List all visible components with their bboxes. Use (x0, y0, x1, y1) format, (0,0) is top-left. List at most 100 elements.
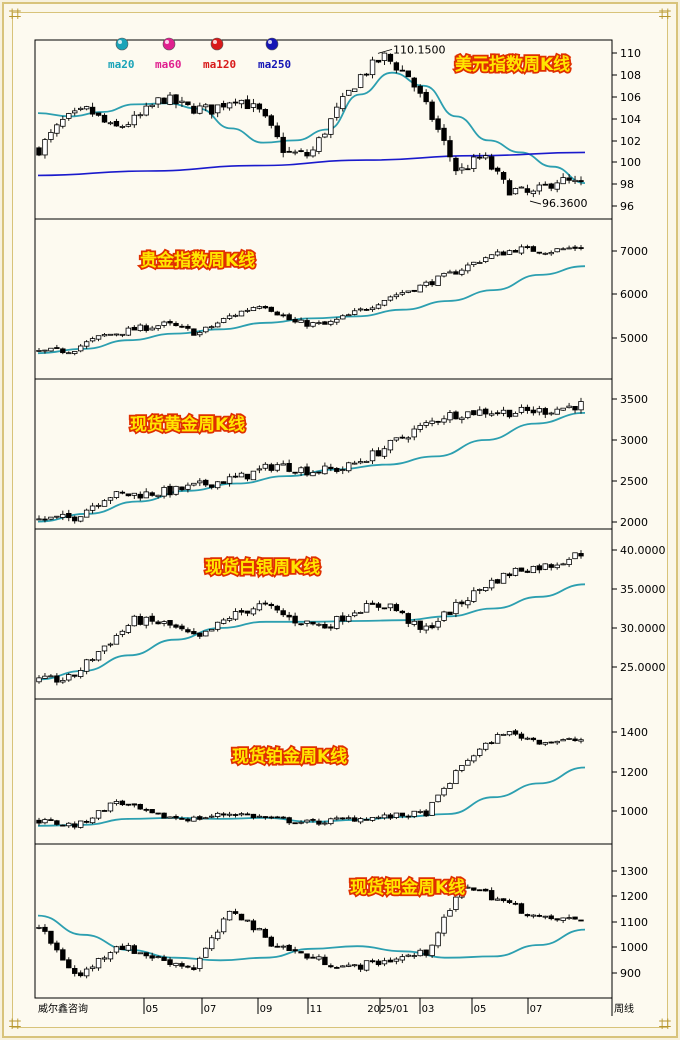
candle-body (125, 493, 132, 497)
candle-body (316, 137, 322, 152)
candle-body (310, 322, 316, 327)
candle-body (203, 817, 209, 820)
candle-body (304, 620, 310, 624)
candle-body (387, 439, 394, 451)
candle-body (262, 463, 269, 469)
candle-body (286, 314, 292, 321)
y-tick-label: 30.0000 (620, 622, 666, 635)
corner-ornament-tr: ⌗ (658, 2, 672, 27)
panel-title-5: 现货钯金周K线 (350, 877, 465, 898)
candle-body (393, 294, 400, 298)
candle-body (542, 252, 548, 255)
candle-body (542, 183, 548, 186)
candle-body (143, 325, 149, 331)
candle-body (238, 813, 245, 816)
candle-body (77, 820, 84, 828)
candle-body (298, 951, 304, 954)
candle-body (530, 190, 537, 195)
candle-body (131, 114, 137, 126)
candle-body (566, 247, 572, 250)
candle-body (417, 620, 423, 630)
annotation-leader (529, 200, 542, 205)
candle-body (340, 96, 346, 110)
candle-body (125, 124, 132, 127)
plot-frame (34, 39, 613, 999)
candle-body (209, 815, 215, 818)
candle-body (453, 896, 459, 910)
candle-body (423, 625, 429, 631)
candle-body (488, 156, 495, 170)
candle-body (411, 77, 417, 88)
candle-body (244, 99, 251, 110)
candle-body (203, 104, 209, 108)
candle-body (72, 516, 78, 522)
candle-body (566, 738, 572, 740)
candle-body (268, 464, 274, 471)
candle-body (483, 742, 489, 750)
candle-body (459, 886, 465, 898)
y-tick-label: 110 (620, 47, 641, 60)
candle-body (536, 565, 543, 571)
candle-body (405, 815, 411, 818)
candle-body (119, 491, 126, 494)
candle-body (77, 670, 84, 677)
candle-body (536, 915, 543, 917)
ma-line-ma20 (37, 71, 586, 184)
candle-body (524, 246, 531, 248)
candle-body (155, 325, 161, 329)
candle-body (137, 803, 143, 810)
candle-body (363, 960, 370, 971)
candle-body (471, 156, 477, 169)
candle-body (54, 820, 60, 825)
candle-body (280, 463, 286, 466)
candle-body (173, 815, 179, 819)
candle-body (197, 816, 203, 820)
candle-body (435, 932, 441, 947)
candle-body (536, 408, 543, 413)
candle-body (346, 616, 352, 622)
ma-line-ma20 (37, 766, 586, 827)
candle-body (54, 942, 60, 951)
candle-body (548, 252, 554, 255)
y-tick-label: 1300 (620, 865, 648, 878)
candle-body (185, 629, 191, 633)
candle-body (274, 945, 280, 948)
candle-body (107, 643, 114, 646)
candle-body (363, 818, 370, 821)
candle-body (209, 104, 215, 115)
candle-body (238, 99, 245, 105)
candle-body (572, 738, 578, 742)
candle-body (304, 152, 310, 157)
candle-body (554, 182, 560, 190)
candle-body (548, 564, 554, 568)
candle-body (346, 314, 352, 317)
candle-body (72, 968, 78, 974)
candle-body (179, 325, 185, 328)
candle-body (107, 497, 114, 501)
candle-body (328, 818, 334, 825)
candle-body (524, 406, 531, 411)
candle-body (209, 629, 215, 632)
candle-body (500, 898, 507, 902)
candle-body (107, 952, 114, 960)
candle-body (542, 915, 548, 918)
candle-body (220, 619, 227, 624)
candle-body (149, 955, 155, 959)
legend-marker-ma120 (210, 37, 224, 51)
candle-body (107, 802, 114, 812)
candle-body (238, 913, 245, 921)
candle-body (417, 284, 423, 293)
candle-body (399, 812, 406, 817)
candle-body (179, 963, 185, 967)
candle-body (459, 417, 465, 420)
candle-body (203, 630, 209, 637)
y-tick-label: 900 (620, 967, 641, 980)
y-tick-label: 1000 (620, 805, 648, 818)
candle-body (286, 614, 292, 618)
candle-body (340, 469, 346, 471)
footer-period: 周线 (614, 1002, 634, 1015)
candle-body (417, 85, 423, 94)
candle-body (369, 602, 376, 605)
candle-body (149, 809, 155, 814)
panel-4 (36, 728, 617, 830)
